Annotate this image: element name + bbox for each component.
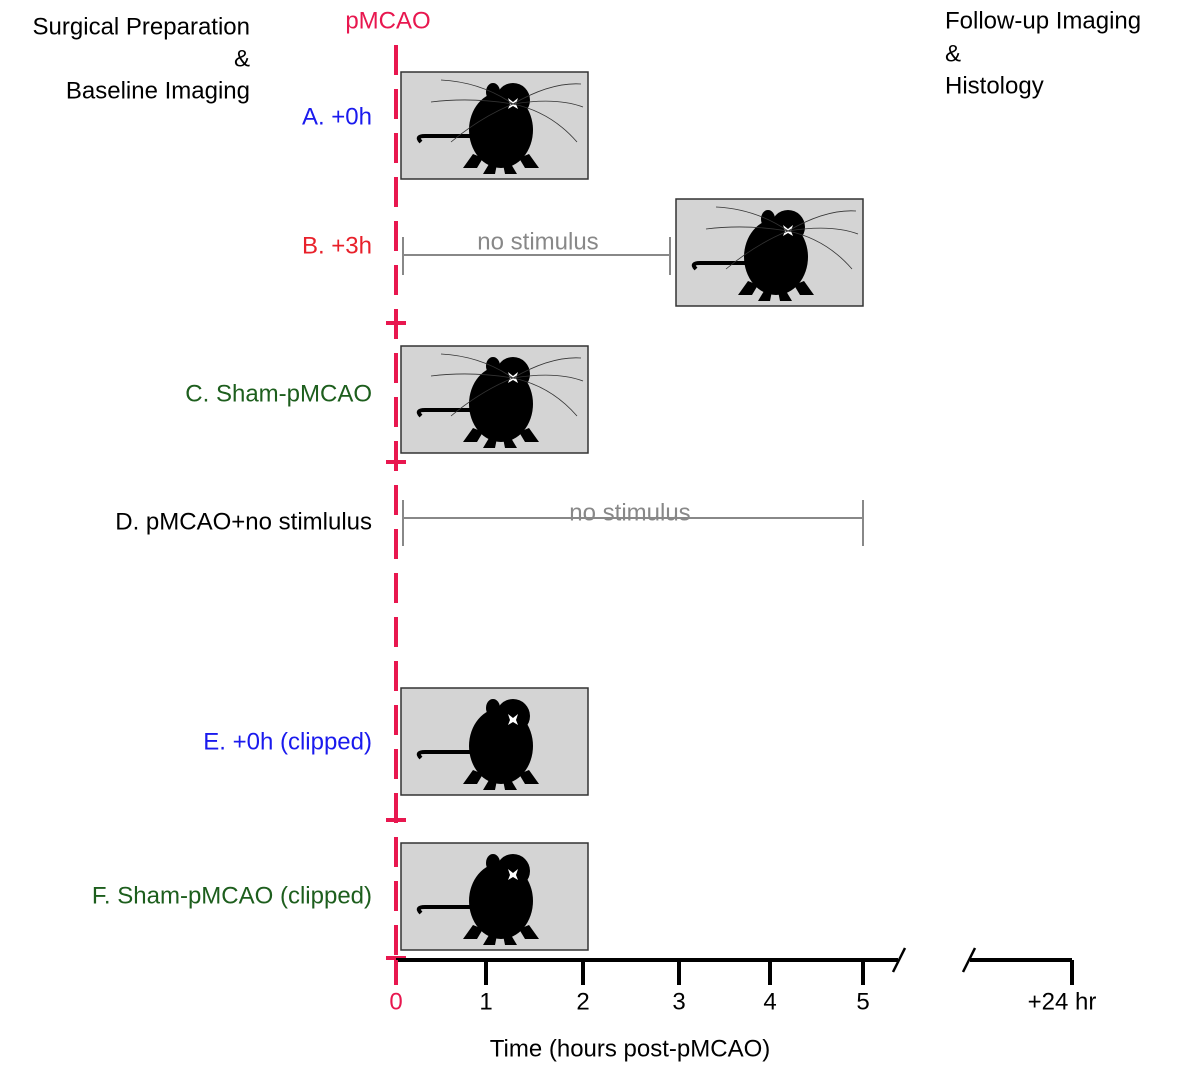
tick-label: 0 (389, 988, 402, 1015)
axis-title: Time (hours post-pMCAO) (490, 1035, 771, 1062)
group-label: E. +0h (clipped) (203, 728, 372, 755)
header-right: & (945, 40, 961, 67)
header-right: Follow-up Imaging (945, 7, 1141, 34)
mouse-image (399, 686, 590, 797)
group-label: F. Sham-pMCAO (clipped) (92, 882, 372, 909)
group-label: D. pMCAO+no stimlulus (115, 508, 372, 535)
header-left: & (234, 45, 250, 72)
time-axis (394, 947, 1074, 985)
group-label: A. +0h (302, 103, 372, 130)
mouse-image (399, 841, 590, 952)
tick-label: 4 (763, 988, 776, 1015)
header-left: Baseline Imaging (66, 77, 250, 104)
stimulus-label: no stimulus (477, 228, 598, 255)
tick-label: 1 (479, 988, 492, 1015)
header-left: Surgical Preparation (33, 13, 250, 40)
mouse-image (399, 344, 590, 455)
group-label: B. +3h (302, 232, 372, 259)
mouse-image (399, 70, 590, 181)
header-right: Histology (945, 72, 1044, 99)
mouse-image (674, 197, 865, 308)
marker-label: pMCAO (345, 7, 430, 34)
group-label: C. Sham-pMCAO (185, 380, 372, 407)
tick-label: 2 (576, 988, 589, 1015)
tick-label: 3 (672, 988, 685, 1015)
tick-label: 5 (856, 988, 869, 1015)
stimulus-bracket (402, 237, 864, 546)
tick-label: +24 hr (1028, 988, 1097, 1015)
stimulus-label: no stimulus (569, 499, 690, 526)
